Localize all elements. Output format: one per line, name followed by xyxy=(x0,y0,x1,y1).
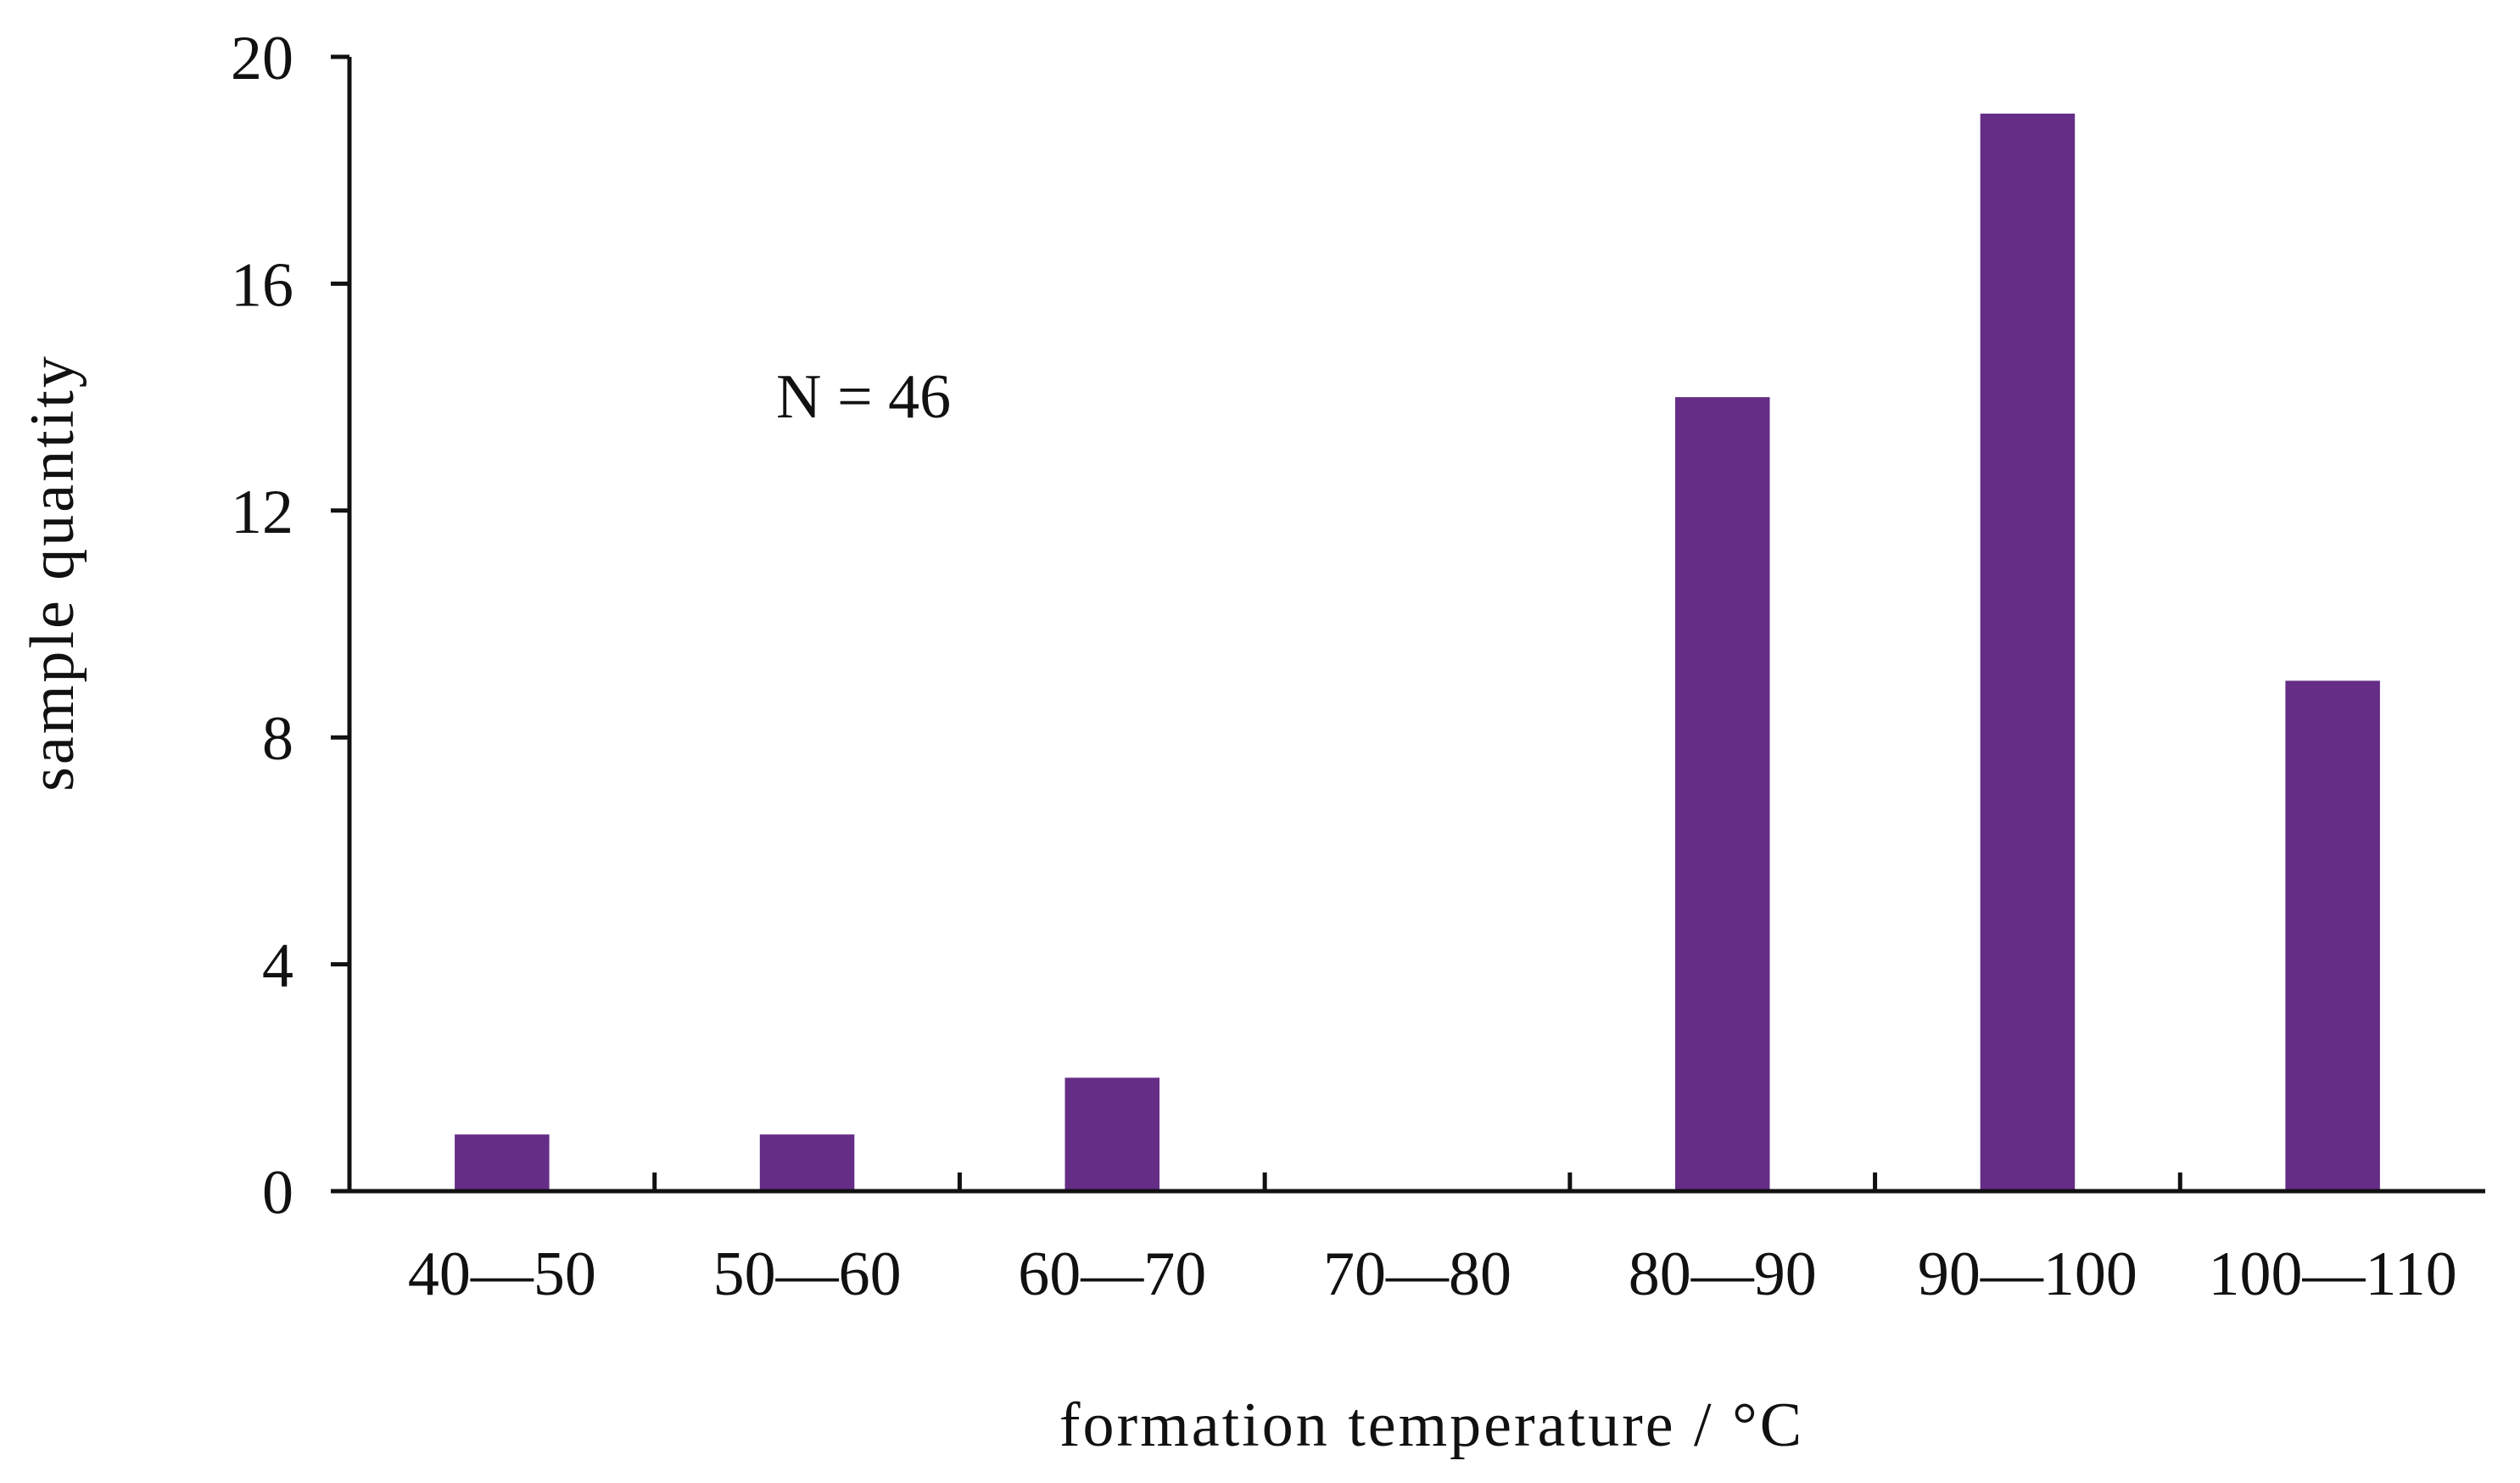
y-tick-label-2: 8 xyxy=(262,704,293,774)
sample-count-annotation: N = 46 xyxy=(776,362,951,432)
x-tick-label-3: 70—80 xyxy=(1323,1240,1511,1309)
y-tick-label-3: 12 xyxy=(231,478,293,547)
y-tick-label-1: 4 xyxy=(262,932,293,1001)
x-ticks-group: 40—50 50—60 60—70 70—80 80—90 90—100 100—110 xyxy=(408,1172,2457,1309)
y-tick-label-5: 20 xyxy=(231,24,293,93)
y-tick-label-0: 0 xyxy=(262,1158,293,1228)
x-axis-title: formation temperature / °C xyxy=(1059,1391,1804,1460)
x-tick-label-2: 60—70 xyxy=(1018,1240,1206,1309)
bars-group xyxy=(455,113,2380,1192)
y-ticks-group: 0 4 8 12 16 20 xyxy=(231,24,349,1228)
bar-2 xyxy=(1064,1077,1159,1191)
x-tick-label-4: 80—90 xyxy=(1629,1240,1817,1309)
x-tick-label-5: 90—100 xyxy=(1918,1240,2137,1309)
bar-1 xyxy=(759,1134,855,1191)
axes-group xyxy=(347,57,2485,1194)
x-tick-label-1: 50—60 xyxy=(713,1240,902,1309)
y-tick-label-4: 16 xyxy=(231,250,293,320)
x-tick-label-0: 40—50 xyxy=(408,1240,596,1309)
bar-6 xyxy=(2285,680,2380,1191)
x-tick-label-6: 100—110 xyxy=(2208,1240,2456,1309)
bar-4 xyxy=(1675,397,1770,1192)
y-axis-title: sample quantity xyxy=(18,354,87,792)
bar-0 xyxy=(455,1134,550,1191)
bar-5 xyxy=(1980,113,2076,1191)
